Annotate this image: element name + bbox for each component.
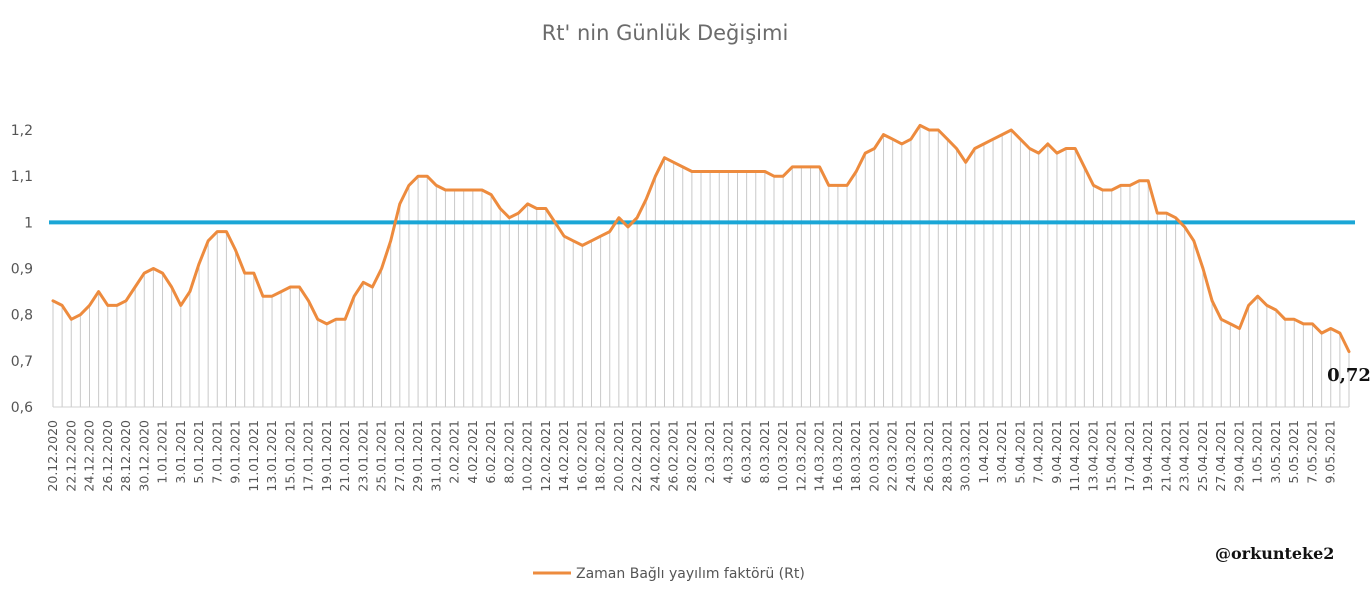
x-tick-label: 21.04.2021 — [1158, 420, 1173, 492]
x-tick-label: 7.05.2021 — [1304, 420, 1319, 484]
x-tick-label: 20.12.2020 — [45, 420, 60, 492]
x-tick-label: 12.03.2021 — [793, 420, 808, 492]
x-tick-label: 13.04.2021 — [1085, 420, 1100, 492]
x-tick-label: 26.02.2021 — [666, 420, 681, 492]
x-tick-label: 25.01.2021 — [374, 420, 389, 492]
y-tick-label: 1 — [24, 215, 33, 231]
x-tick-label: 20.02.2021 — [611, 420, 626, 492]
x-tick-label: 8.02.2021 — [501, 420, 516, 484]
x-tick-label: 11.01.2021 — [246, 420, 261, 492]
x-tick-label: 7.04.2021 — [1031, 420, 1046, 484]
x-tick-label: 18.02.2021 — [593, 420, 608, 492]
y-tick-label: 0,9 — [11, 262, 33, 278]
x-tick-label: 29.04.2021 — [1231, 420, 1246, 492]
x-tick-label: 1.05.2021 — [1250, 420, 1265, 484]
y-axis: 0,6 0,7 0,8 0,9 1 1,1 1,2 — [11, 123, 33, 416]
x-tick-label: 30.12.2020 — [136, 420, 151, 492]
x-tick-label: 11.04.2021 — [1067, 420, 1082, 492]
x-tick-label: 29.01.2021 — [410, 420, 425, 492]
legend-label: Zaman Bağlı yayılım faktörü (Rt) — [576, 566, 805, 582]
x-tick-label: 10.02.2021 — [520, 420, 535, 492]
x-tick-label: 24.02.2021 — [647, 420, 662, 492]
y-tick-label: 0,8 — [11, 308, 33, 324]
x-tick-label: 1.01.2021 — [155, 420, 170, 484]
x-tick-label: 27.04.2021 — [1213, 420, 1228, 492]
y-tick-label: 1,1 — [11, 169, 33, 185]
x-tick-label: 5.04.2021 — [1012, 420, 1027, 484]
x-tick-label: 19.01.2021 — [319, 420, 334, 492]
x-tick-label: 15.01.2021 — [282, 420, 297, 492]
y-tick-label: 0,7 — [11, 354, 33, 370]
x-tick-label: 26.03.2021 — [921, 420, 936, 492]
x-tick-label: 13.01.2021 — [264, 420, 279, 492]
x-tick-label: 6.02.2021 — [483, 420, 498, 484]
rt-series-line — [51, 123, 1351, 354]
x-tick-label: 16.02.2021 — [574, 420, 589, 492]
y-tick-label: 0,6 — [11, 400, 33, 416]
x-tick-label: 9.05.2021 — [1323, 420, 1338, 484]
x-tick-label: 5.01.2021 — [191, 420, 206, 484]
x-tick-label: 25.04.2021 — [1195, 420, 1210, 492]
x-tick-label: 28.02.2021 — [684, 420, 699, 492]
x-tick-label: 3.01.2021 — [173, 420, 188, 484]
x-tick-label: 21.01.2021 — [337, 420, 352, 492]
x-tick-label: 2.03.2021 — [702, 420, 717, 484]
x-tick-label: 4.03.2021 — [720, 420, 735, 484]
legend: Zaman Bağlı yayılım faktörü (Rt) — [533, 566, 805, 582]
x-tick-label: 22.12.2020 — [63, 420, 78, 492]
last-value-label: 0,72 — [1327, 365, 1371, 386]
x-tick-label: 3.05.2021 — [1268, 420, 1283, 484]
x-tick-label: 23.04.2021 — [1177, 420, 1192, 492]
x-tick-label: 5.05.2021 — [1286, 420, 1301, 484]
x-tick-label: 28.12.2020 — [118, 420, 133, 492]
x-tick-label: 22.03.2021 — [885, 420, 900, 492]
x-tick-label: 24.03.2021 — [903, 420, 918, 492]
x-tick-label: 30.03.2021 — [958, 420, 973, 492]
vertical-drop-lines — [52, 125, 1350, 407]
x-tick-label: 31.01.2021 — [428, 420, 443, 492]
watermark: @orkunteke2 — [1215, 544, 1334, 563]
x-tick-label: 1.04.2021 — [976, 420, 991, 484]
x-tick-label: 10.03.2021 — [775, 420, 790, 492]
x-tick-label: 2.02.2021 — [447, 420, 462, 484]
y-tick-label: 1,2 — [11, 123, 33, 139]
x-tick-label: 9.01.2021 — [228, 420, 243, 484]
x-tick-label: 3.04.2021 — [994, 420, 1009, 484]
x-tick-label: 28.03.2021 — [939, 420, 954, 492]
x-tick-label: 20.03.2021 — [866, 420, 881, 492]
x-tick-label: 23.01.2021 — [355, 420, 370, 492]
x-tick-label: 14.03.2021 — [812, 420, 827, 492]
x-tick-label: 18.03.2021 — [848, 420, 863, 492]
x-tick-label: 22.02.2021 — [629, 420, 644, 492]
x-tick-label: 17.04.2021 — [1122, 420, 1137, 492]
x-tick-label: 16.03.2021 — [830, 420, 845, 492]
x-tick-label: 14.02.2021 — [556, 420, 571, 492]
x-tick-label: 26.12.2020 — [100, 420, 115, 492]
x-tick-label: 17.01.2021 — [301, 420, 316, 492]
x-tick-label: 7.01.2021 — [209, 420, 224, 484]
x-tick-label: 19.04.2021 — [1140, 420, 1155, 492]
x-tick-label: 24.12.2020 — [82, 420, 97, 492]
x-tick-label: 4.02.2021 — [465, 420, 480, 484]
x-tick-label: 15.04.2021 — [1104, 420, 1119, 492]
x-axis: 20.12.2020 22.12.2020 24.12.2020 26.12.2020… — [45, 406, 1349, 492]
series-group — [51, 123, 1351, 354]
x-tick-label: 6.03.2021 — [739, 420, 754, 484]
x-tick-label: 12.02.2021 — [538, 420, 553, 492]
x-tick-label: 9.04.2021 — [1049, 420, 1064, 484]
x-tick-label: 27.01.2021 — [392, 420, 407, 492]
chart-title: Rt' nin Günlük Değişimi — [542, 21, 789, 45]
x-tick-label: 8.03.2021 — [757, 420, 772, 484]
